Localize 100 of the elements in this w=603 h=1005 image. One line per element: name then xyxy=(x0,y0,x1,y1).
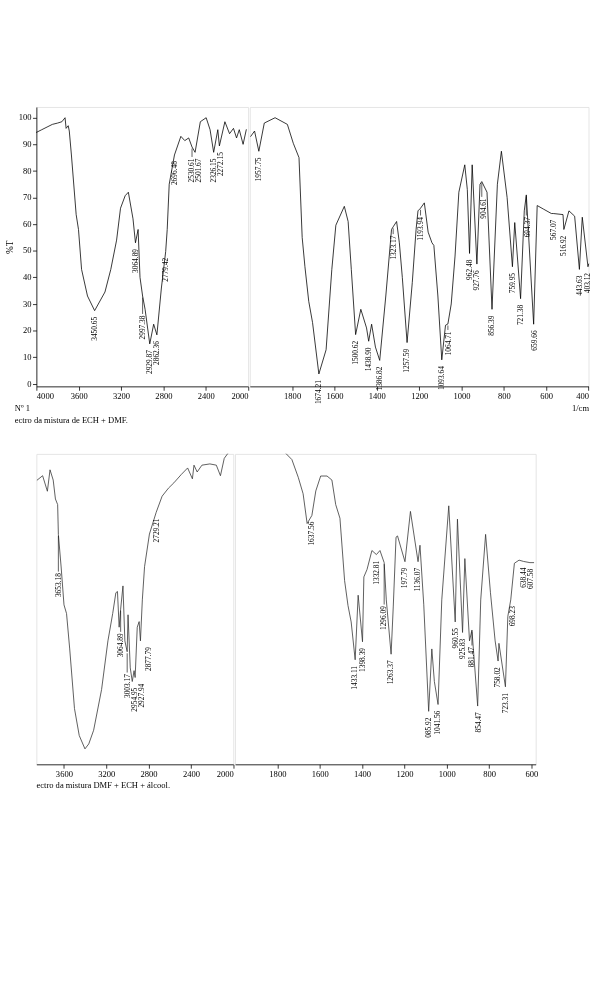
annotation: 927.76 xyxy=(472,269,482,291)
annotation: 694.37 xyxy=(522,216,532,238)
annotation: 2929.87 xyxy=(145,349,155,375)
annotation: 2326.15 xyxy=(208,158,218,183)
annotation: 2272.15 xyxy=(215,151,225,177)
annotation: 758.02 xyxy=(493,666,503,688)
y-axis-title: %T xyxy=(5,240,16,254)
annotation: 1398.39 xyxy=(357,647,367,672)
x-tick-label: 1000 xyxy=(438,769,456,780)
x-tick-label: 1200 xyxy=(396,769,414,780)
annotation: 925.83 xyxy=(457,638,467,659)
y-tick-label: 60 xyxy=(22,218,32,229)
y-tick-label: 100 xyxy=(18,112,32,123)
annotation: 1674.21 xyxy=(314,379,324,405)
annotation: 3003.17 xyxy=(122,673,132,698)
x-tick-label: 800 xyxy=(483,769,496,780)
annotation: 1438.90 xyxy=(364,347,374,372)
x-tick-label: 2800 xyxy=(140,769,158,780)
y-tick-label: 10 xyxy=(22,351,32,362)
annotation: 516.92 xyxy=(559,235,569,256)
y-tick-label: 50 xyxy=(22,245,32,256)
y-tick-label: 80 xyxy=(22,165,32,176)
x-tick-label: 1600 xyxy=(311,769,329,780)
x-tick-label: 1800 xyxy=(269,769,287,780)
y-tick-label: 90 xyxy=(22,139,32,150)
annotation: 197.79 xyxy=(400,567,410,589)
annotation: 723.31 xyxy=(500,692,510,714)
x-tick-label: 800 xyxy=(497,391,511,402)
annotation: 1957.75 xyxy=(254,157,264,182)
x-tick-label: 2000 xyxy=(231,391,249,402)
x-tick-label: 1800 xyxy=(284,391,302,402)
x-tick-label: 3200 xyxy=(98,769,116,780)
text: ectro da mistura DMF + ECH + álcool. xyxy=(36,780,171,791)
annotation: 881.47 xyxy=(467,646,477,668)
annotation: 698.23 xyxy=(507,605,517,627)
annotation: 3064.89 xyxy=(115,633,125,658)
annotation: 1500.62 xyxy=(350,340,360,365)
annotation: 1296.09 xyxy=(379,605,389,631)
annotation: 3653.18 xyxy=(53,572,63,598)
annotation: 2862.36 xyxy=(152,340,162,365)
annotation: 3064.89 xyxy=(130,248,140,273)
annotation: 1332.81 xyxy=(371,560,381,585)
x-tick-label: 3200 xyxy=(113,391,131,402)
annotation: 1386.82 xyxy=(375,366,385,391)
annotation: 1064.71 xyxy=(444,331,454,356)
annotation: 1637.56 xyxy=(307,521,317,546)
x-axis-title: 1/cm xyxy=(571,402,590,413)
x-tick-label: 1200 xyxy=(411,391,429,402)
annotation: 904.61 xyxy=(479,198,489,219)
text: Nº 1 xyxy=(14,402,30,413)
annotation: 2530.61 xyxy=(187,158,197,183)
x-tick-label: 1000 xyxy=(453,391,471,402)
annotation: 854.47 xyxy=(474,711,484,733)
annotation: 638.44 xyxy=(518,567,528,588)
x-tick-label: 1400 xyxy=(354,769,372,780)
annotation: 960.55 xyxy=(450,627,460,649)
x-tick-label: 4000 xyxy=(36,391,54,402)
annotation: 2729.21 xyxy=(151,518,161,543)
y-tick-label: 20 xyxy=(22,325,32,336)
annotation: 2501.67 xyxy=(194,158,204,183)
annotation: 759.95 xyxy=(507,272,517,294)
y-tick-label: 40 xyxy=(22,272,32,283)
annotation: 2997.38 xyxy=(137,315,147,340)
x-tick-label: 600 xyxy=(525,769,539,780)
annotation: 1093.64 xyxy=(437,365,447,390)
x-tick-label: 1400 xyxy=(368,391,386,402)
y-tick-label: 0 xyxy=(27,378,32,389)
annotation: 403.12 xyxy=(583,272,593,294)
text: ectro da mistura de ECH + DMF. xyxy=(14,414,128,425)
annotation: 3450.65 xyxy=(89,316,99,341)
x-tick-label: 2400 xyxy=(182,769,200,780)
annotation: 085.92 xyxy=(423,717,433,738)
x-tick-label: 600 xyxy=(540,391,554,402)
annotation: 1136.07 xyxy=(413,567,423,592)
annotation: 607.58 xyxy=(525,568,535,590)
annotation: 659.66 xyxy=(529,330,539,351)
annotation: 443.63 xyxy=(574,275,584,296)
annotation: 2696.48 xyxy=(169,160,179,186)
annotation: 1193.94 xyxy=(415,216,425,241)
annotation: 2779.42 xyxy=(161,257,171,282)
x-tick-label: 2400 xyxy=(197,391,215,402)
x-tick-label: 2000 xyxy=(216,769,234,780)
annotation: 2927.94 xyxy=(136,683,146,708)
annotation: 2954.95 xyxy=(129,687,139,712)
annotation: 1041.56 xyxy=(433,710,443,735)
annotation: 856.39 xyxy=(487,315,497,336)
x-tick-label: 3600 xyxy=(70,391,88,402)
annotation: 721.38 xyxy=(515,304,525,326)
x-tick-label: 400 xyxy=(576,391,590,402)
x-tick-label: 1600 xyxy=(326,391,344,402)
x-tick-label: 2800 xyxy=(155,391,173,402)
annotation: 1257.59 xyxy=(402,348,412,373)
annotation: 1263.37 xyxy=(386,660,396,685)
annotation: 1433.11 xyxy=(350,665,360,690)
annotation: 567.07 xyxy=(548,219,558,240)
y-tick-label: 30 xyxy=(22,298,32,309)
annotation: 2877.79 xyxy=(143,646,153,671)
annotation: 1323.17 xyxy=(388,235,398,260)
y-tick-label: 70 xyxy=(22,192,32,203)
annotation: 962.48 xyxy=(464,259,474,280)
